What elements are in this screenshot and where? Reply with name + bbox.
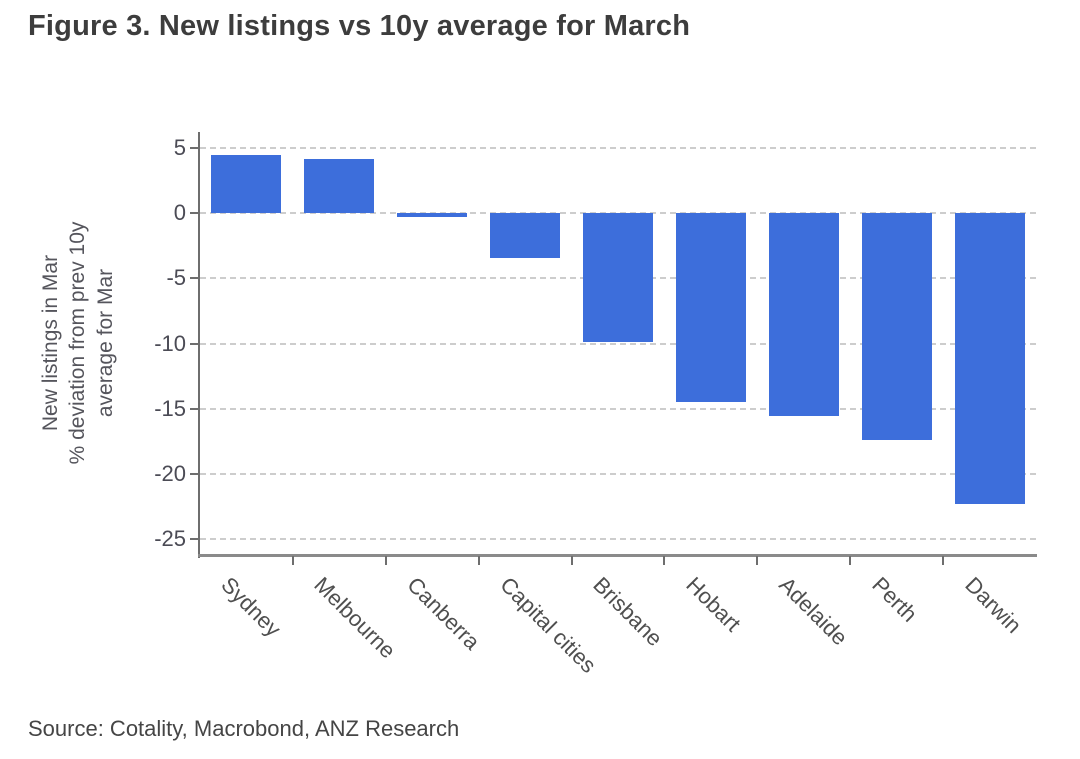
x-category-label: Adelaide <box>774 572 853 651</box>
bar-adelaide <box>768 213 839 417</box>
bar-sydney <box>211 154 282 214</box>
x-category-label: Capital cities <box>495 572 602 678</box>
x-tick-mark <box>663 556 666 565</box>
bar-melbourne <box>304 158 375 214</box>
bar-perth <box>861 213 932 440</box>
bar-darwin <box>954 213 1025 504</box>
y-tick-mark <box>190 472 198 475</box>
y-tick-mark <box>190 212 198 215</box>
y-axis-title-line-3: average for Mar <box>93 268 117 418</box>
bar-hobart <box>675 213 746 403</box>
y-tick-mark <box>190 407 198 410</box>
gridline <box>200 472 1036 475</box>
y-tick-label: -10 <box>154 330 186 356</box>
y-tick-label: -5 <box>166 265 186 291</box>
figure-title: Figure 3. New listings vs 10y average fo… <box>28 10 691 42</box>
y-tick-mark <box>190 342 198 345</box>
y-axis-title: New listings in Mar % deviation from pre… <box>37 222 119 465</box>
plot-area: 5 0 -5 -10 -15 -20 -25 Sydney Melbourne Canberra C… <box>154 132 1037 678</box>
gridline <box>200 407 1036 410</box>
y-tick-mark <box>190 537 198 540</box>
x-category-label: Melbourne <box>309 572 401 664</box>
x-tick-mark <box>291 556 294 565</box>
x-tick-mark <box>756 556 759 565</box>
bar-capital-cities <box>490 213 561 258</box>
gridline <box>200 147 1036 150</box>
x-category-label: Perth <box>866 572 922 627</box>
bar-brisbane <box>583 213 653 343</box>
x-axis-line <box>198 554 1037 557</box>
y-axis-title-line-1: New listings in Mar <box>39 254 63 432</box>
gridline <box>200 342 1036 345</box>
y-tick-mark <box>190 147 198 150</box>
y-tick-label: -20 <box>154 460 186 486</box>
y-tick-mark <box>190 277 198 280</box>
x-category-label: Canberra <box>402 572 486 655</box>
gridline <box>200 537 1036 540</box>
x-tick-mark <box>849 556 852 565</box>
y-axis-line <box>198 132 200 558</box>
x-category-label: Sydney <box>216 572 287 642</box>
x-category-label: Hobart <box>681 572 746 637</box>
x-category-label: Darwin <box>959 572 1026 639</box>
y-tick-label: -15 <box>154 395 186 421</box>
y-tick-label: 5 <box>173 135 186 161</box>
source-note: Source: Cotality, Macrobond, ANZ Researc… <box>28 716 460 741</box>
bar-canberra <box>397 213 468 218</box>
x-category-label: Brisbane <box>588 572 668 652</box>
x-tick-mark <box>570 556 573 565</box>
x-tick-mark <box>942 556 945 565</box>
y-tick-label: -25 <box>154 525 186 551</box>
x-tick-mark <box>477 556 480 565</box>
y-tick-label: 0 <box>173 200 186 226</box>
y-axis-title-line-2: % deviation from prev 10y <box>66 221 90 465</box>
x-tick-mark <box>384 556 387 565</box>
